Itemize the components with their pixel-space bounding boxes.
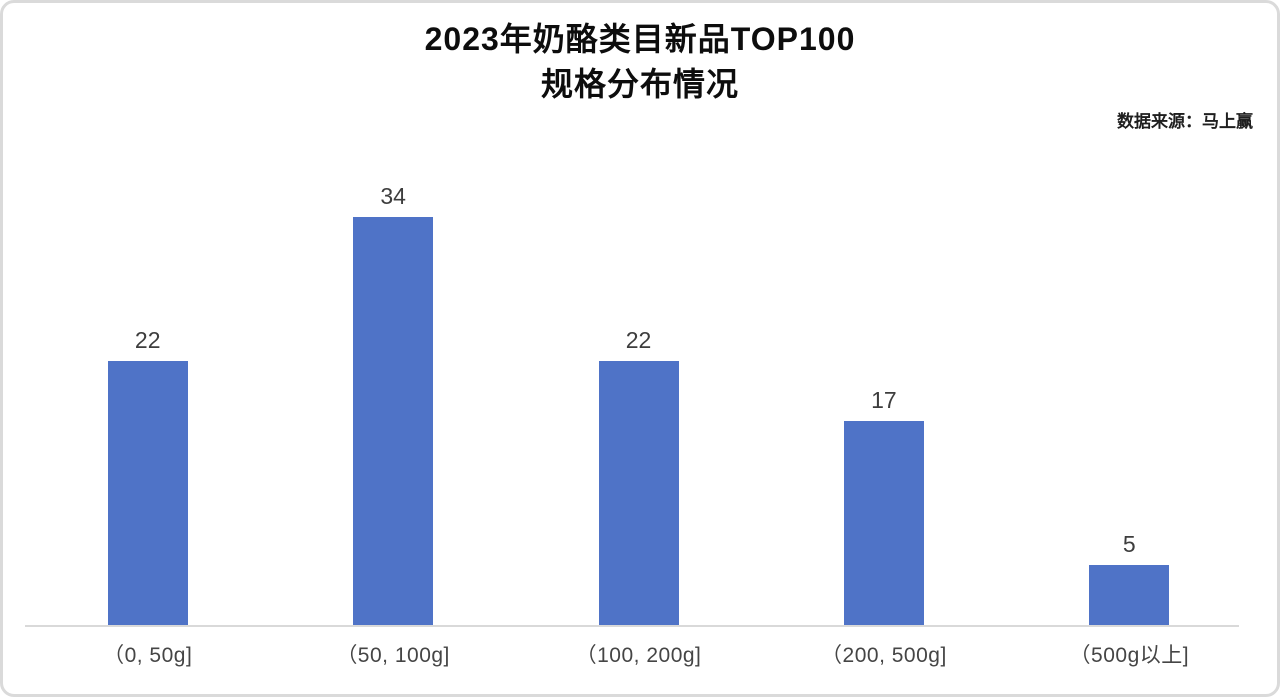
data-source-label: 数据来源：马上赢 — [1117, 111, 1253, 131]
category-label: （500g以上] — [1069, 643, 1190, 667]
bar-chart: 22 34 22 17 5 （0, 50g] （50, 100g] （100, 200g] （… — [3, 135, 1277, 669]
bar — [107, 360, 188, 625]
bar-value-label: 5 — [1122, 531, 1136, 558]
bar-column: 5 — [1007, 531, 1252, 625]
bar — [598, 360, 679, 625]
bar-column: 22 — [25, 327, 270, 625]
x-axis-line — [25, 624, 1239, 627]
bar-value-label: 17 — [871, 387, 897, 414]
bars-area: 22 34 22 17 5 — [25, 135, 1252, 625]
bar-value-label: 34 — [380, 183, 406, 210]
bar-column: 17 — [761, 387, 1006, 625]
bar-value-label: 22 — [625, 327, 652, 354]
category-label: （0, 50g] — [103, 643, 193, 667]
bar-column: 22 — [516, 327, 761, 625]
chart-title-line2: 规格分布情况 — [540, 65, 739, 102]
chart-title: 2023年奶酪类目新品TOP100 规格分布情况 — [3, 3, 1277, 107]
bar — [843, 420, 924, 625]
category-axis: （0, 50g] （50, 100g] （100, 200g] （200, 500g]… — [25, 639, 1252, 669]
category-label: （200, 500g] — [821, 643, 947, 667]
category-label: （50, 100g] — [336, 643, 450, 667]
bar — [1089, 564, 1170, 625]
bar-value-label: 22 — [134, 327, 161, 354]
category-label: （100, 200g] — [575, 643, 702, 667]
bar-column: 34 — [270, 183, 515, 625]
chart-title-line1: 2023年奶酪类目新品TOP100 — [424, 21, 856, 57]
bar — [353, 216, 434, 625]
